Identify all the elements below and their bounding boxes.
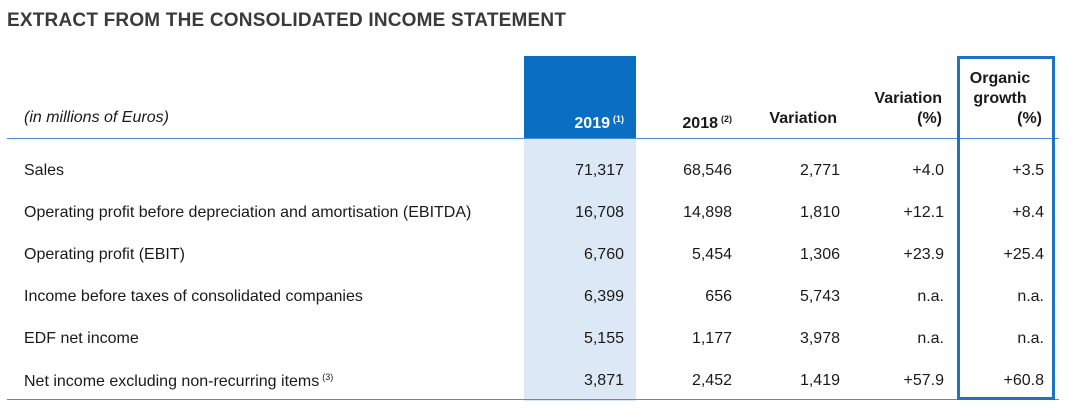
cell-variation-pct: +23.9	[903, 246, 944, 263]
row-label: Operating profit (EBIT)	[24, 246, 185, 263]
cell-2019: 16,708	[575, 204, 624, 221]
row-label: Income before taxes of consolidated comp…	[24, 288, 363, 305]
cell-2019: 3,871	[583, 372, 624, 389]
cell-variation-pct: n.a.	[917, 288, 944, 305]
cell-variation-pct: +57.9	[903, 372, 944, 389]
column-header-variation: Variation	[769, 110, 837, 127]
cell-variation-pct: +12.1	[903, 204, 944, 221]
cell-2019: 6,399	[583, 288, 624, 305]
row-label: Net income excluding non-recurring items…	[24, 372, 334, 390]
cell-organic-growth: n.a.	[1017, 288, 1044, 305]
header-2019-background	[524, 56, 636, 139]
cell-variation: 1,306	[799, 246, 840, 263]
cell-2018: 5,454	[691, 246, 732, 263]
bottom-divider	[7, 399, 1059, 400]
column-header-2018: 2018 (2)	[682, 114, 732, 132]
cell-2018: 14,898	[683, 204, 732, 221]
footnote-marker: (1)	[613, 114, 624, 124]
cell-2018: 68,546	[683, 162, 732, 179]
cell-organic-growth: +60.8	[1003, 372, 1044, 389]
cell-variation: 2,771	[799, 162, 840, 179]
cell-organic-growth: n.a.	[1017, 330, 1044, 347]
column-header-organic-growth: Organic growth (%)	[969, 70, 1042, 127]
row-label: Sales	[24, 162, 65, 179]
table-row: Operating profit (EBIT) 6,760 5,454 1,30…	[0, 234, 1080, 276]
column-header-variation-pct: Variation (%)	[874, 90, 942, 127]
units-label: (in millions of Euros)	[24, 109, 169, 126]
table-row: Sales 71,317 68,546 2,771 +4.0 +3.5	[0, 150, 1080, 192]
cell-2019: 6,760	[583, 246, 624, 263]
column-header-2019: 2019 (1)	[574, 114, 624, 132]
footnote-marker: (3)	[322, 372, 334, 382]
cell-variation: 1,419	[799, 372, 840, 389]
cell-2019: 71,317	[575, 162, 624, 179]
cell-organic-growth: +3.5	[1012, 162, 1044, 179]
cell-variation: 3,978	[799, 330, 840, 347]
cell-2018: 1,177	[691, 330, 732, 347]
row-label: EDF net income	[24, 330, 139, 347]
cell-variation: 5,743	[799, 288, 840, 305]
header-divider	[7, 138, 1059, 139]
row-label: Operating profit before depreciation and…	[24, 204, 472, 221]
table-row: Income before taxes of consolidated comp…	[0, 276, 1080, 318]
cell-organic-growth: +25.4	[1003, 246, 1044, 263]
table-row: Operating profit before depreciation and…	[0, 192, 1080, 234]
cell-variation: 1,810	[799, 204, 840, 221]
cell-organic-growth: +8.4	[1012, 204, 1044, 221]
cell-variation-pct: +4.0	[912, 162, 944, 179]
footnote-marker: (2)	[721, 114, 732, 124]
table-row: EDF net income 5,155 1,177 3,978 n.a. n.…	[0, 318, 1080, 360]
cell-2018: 2,452	[691, 372, 732, 389]
cell-variation-pct: n.a.	[917, 330, 944, 347]
table-row: Net income excluding non-recurring items…	[0, 360, 1080, 402]
organic-growth-highlight-box	[957, 56, 1055, 400]
cell-2019: 5,155	[583, 330, 624, 347]
cell-2018: 656	[705, 288, 732, 305]
statement-title: EXTRACT FROM THE CONSOLIDATED INCOME STA…	[7, 10, 567, 31]
